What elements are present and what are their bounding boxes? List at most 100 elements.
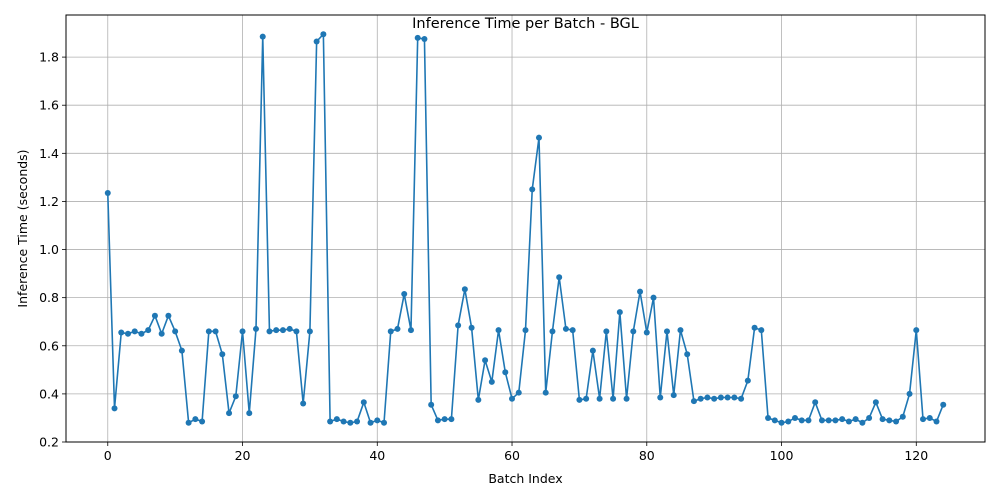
data-point xyxy=(448,416,455,423)
y-tick-label: 1.4 xyxy=(39,146,59,161)
plot-frame xyxy=(65,14,986,443)
data-point xyxy=(124,330,131,337)
data-point xyxy=(663,328,670,335)
data-point xyxy=(637,288,644,295)
data-point xyxy=(859,419,866,426)
grid xyxy=(66,15,985,443)
data-point xyxy=(414,34,421,41)
data-point xyxy=(758,327,765,334)
data-point xyxy=(677,327,684,334)
data-point xyxy=(111,405,118,412)
data-point xyxy=(226,410,233,417)
data-point xyxy=(920,416,927,423)
data-point xyxy=(219,351,226,358)
y-tick-label: 0.6 xyxy=(39,338,59,353)
data-point xyxy=(212,328,219,335)
data-point xyxy=(461,286,468,293)
data-point xyxy=(610,395,617,402)
data-point xyxy=(421,36,428,43)
data-point xyxy=(832,417,839,424)
data-point xyxy=(778,419,785,426)
y-tick-label: 1.2 xyxy=(39,194,59,209)
data-point xyxy=(899,413,906,420)
data-point xyxy=(434,417,441,424)
y-tick-label: 0.4 xyxy=(39,386,59,401)
data-point xyxy=(354,418,361,425)
data-point xyxy=(300,400,307,407)
data-point xyxy=(158,330,165,337)
data-point xyxy=(286,325,293,332)
data-point xyxy=(246,410,253,417)
data-point xyxy=(704,394,711,401)
data-point xyxy=(589,347,596,354)
data-point xyxy=(818,417,825,424)
data-point xyxy=(549,328,556,335)
data-point xyxy=(906,390,913,397)
data-point xyxy=(556,274,563,281)
data-point xyxy=(529,186,536,193)
data-point xyxy=(468,324,475,331)
data-point xyxy=(455,322,462,329)
data-point xyxy=(138,330,145,337)
y-tick-label: 0.8 xyxy=(39,290,59,305)
data-point xyxy=(239,328,246,335)
data-point xyxy=(771,417,778,424)
data-point xyxy=(751,324,758,331)
data-point xyxy=(266,328,273,335)
data-point xyxy=(199,418,206,425)
data-point xyxy=(576,396,583,403)
data-point xyxy=(401,291,408,298)
y-tick-label: 1.8 xyxy=(39,50,59,65)
data-point xyxy=(650,294,657,301)
data-point xyxy=(812,399,819,406)
data-point xyxy=(172,328,179,335)
data-point xyxy=(933,418,940,425)
data-point xyxy=(428,401,435,408)
data-point xyxy=(515,389,522,396)
data-point xyxy=(879,416,886,423)
data-point xyxy=(327,418,334,425)
x-tick-label: 120 xyxy=(904,448,928,463)
data-point xyxy=(852,416,859,423)
data-point xyxy=(367,419,374,426)
x-axis-label: Batch Index xyxy=(488,471,562,486)
data-point xyxy=(886,417,893,424)
x-tick-label: 20 xyxy=(235,448,251,463)
data-point xyxy=(731,394,738,401)
data-point xyxy=(360,399,367,406)
data-point xyxy=(798,417,805,424)
data-point xyxy=(562,325,569,332)
data-point xyxy=(259,33,266,40)
data-point xyxy=(488,378,495,385)
data-point xyxy=(104,190,111,197)
data-point xyxy=(192,416,199,423)
data-point xyxy=(616,309,623,316)
data-point xyxy=(165,312,172,319)
data-point xyxy=(145,327,152,334)
data-point xyxy=(603,328,610,335)
data-point xyxy=(893,418,900,425)
data-point xyxy=(657,394,664,401)
data-point xyxy=(273,327,280,334)
data-point xyxy=(866,414,873,421)
data-point xyxy=(738,395,745,402)
data-point xyxy=(482,357,489,364)
data-point xyxy=(381,419,388,426)
data-point xyxy=(394,325,401,332)
data-point xyxy=(765,414,772,421)
data-point xyxy=(926,414,933,421)
data-point xyxy=(279,327,286,334)
data-point xyxy=(185,419,192,426)
x-tick-label: 0 xyxy=(104,448,112,463)
data-point xyxy=(684,351,691,358)
data-point xyxy=(596,395,603,402)
data-point xyxy=(630,328,637,335)
x-tick-label: 80 xyxy=(639,448,655,463)
data-point xyxy=(340,418,347,425)
y-tick-label: 0.2 xyxy=(39,435,59,450)
data-point xyxy=(535,134,542,141)
data-point xyxy=(697,395,704,402)
data-point xyxy=(502,369,509,376)
data-point xyxy=(839,416,846,423)
data-point xyxy=(495,327,502,334)
